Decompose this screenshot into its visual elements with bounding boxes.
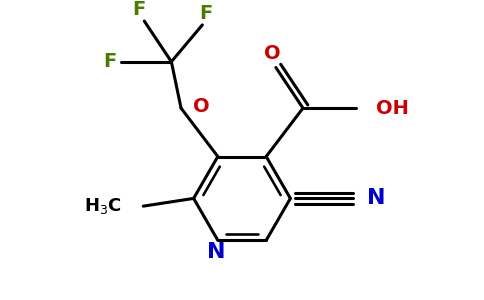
Text: F: F	[103, 52, 116, 71]
Text: N: N	[207, 242, 225, 262]
Text: O: O	[193, 97, 209, 116]
Text: N: N	[367, 188, 385, 208]
Text: O: O	[264, 44, 280, 63]
Text: F: F	[199, 4, 213, 23]
Text: F: F	[132, 0, 145, 19]
Text: OH: OH	[376, 99, 408, 118]
Text: H$_3$C: H$_3$C	[84, 196, 122, 216]
